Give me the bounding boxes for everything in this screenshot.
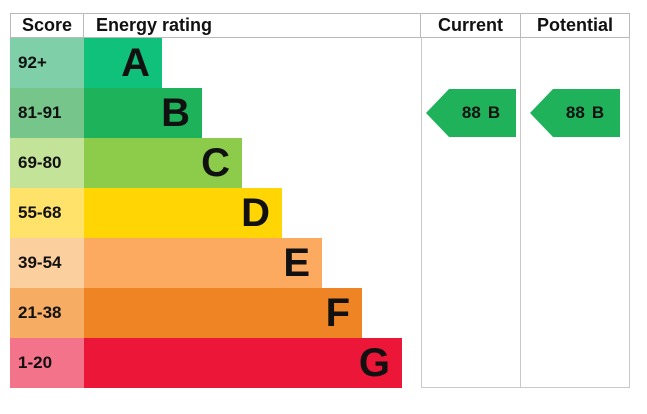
band-row: 1-20 G: [10, 338, 630, 388]
potential-rating-band: B: [591, 103, 605, 122]
band-letter: G: [358, 341, 390, 385]
band-score-range: 69-80: [10, 138, 84, 188]
header-current: Current: [421, 14, 521, 37]
bands-area: 88 B 88 B 92+ A 81-91 B 69-80 C 55-68 D: [10, 38, 630, 388]
header-score: Score: [11, 14, 84, 37]
chart-table: Score Energy rating Current Potential 88…: [10, 13, 630, 388]
table-header: Score Energy rating Current Potential: [10, 13, 630, 38]
band-row: 81-91 B: [10, 88, 630, 138]
band-bar: F: [84, 288, 362, 338]
band-row: 69-80 C: [10, 138, 630, 188]
potential-rating-value: 88: [565, 103, 585, 122]
band-letter: E: [283, 241, 310, 285]
current-rating-band: B: [487, 103, 501, 122]
band-bar: D: [84, 188, 282, 238]
band-row: 92+ A: [10, 38, 630, 88]
band-bar: E: [84, 238, 322, 288]
band-row: 39-54 E: [10, 238, 630, 288]
band-score-range: 1-20: [10, 338, 84, 388]
current-rating-value: 88: [461, 103, 481, 122]
band-letter: B: [161, 91, 190, 135]
band-letter: C: [201, 141, 230, 185]
band-score-range: 92+: [10, 38, 84, 88]
band-score-range: 55-68: [10, 188, 84, 238]
header-potential: Potential: [536, 15, 613, 35]
band-row: 55-68 D: [10, 188, 630, 238]
band-letter: D: [241, 191, 270, 235]
header-energy-rating: Energy rating: [84, 14, 421, 37]
band-row: 21-38 F: [10, 288, 630, 338]
band-letter: A: [121, 41, 150, 85]
band-score-range: 81-91: [10, 88, 84, 138]
band-bar: C: [84, 138, 242, 188]
band-score-range: 21-38: [10, 288, 84, 338]
band-score-range: 39-54: [10, 238, 84, 288]
band-bar: B: [84, 88, 202, 138]
band-letter: F: [325, 291, 350, 335]
band-bar: A: [84, 38, 162, 88]
band-bar: G: [84, 338, 402, 388]
